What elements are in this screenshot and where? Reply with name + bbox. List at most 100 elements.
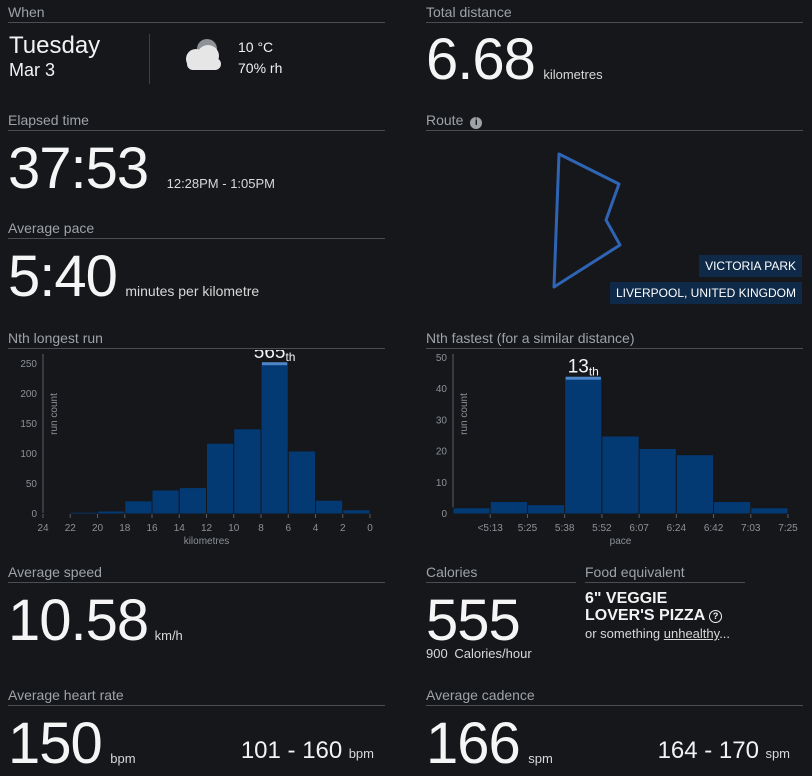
calories-rate-value: 900	[426, 646, 448, 661]
x-axis-label: kilometres	[184, 536, 230, 547]
unhealthy-link[interactable]: unhealthy	[663, 626, 720, 641]
cadence-title: Average cadence	[426, 685, 803, 706]
chart-bar[interactable]	[315, 499, 344, 515]
food-note: or something unhealthy...	[585, 626, 730, 641]
cadence-range-unit: spm	[765, 746, 790, 761]
pace-unit: minutes per kilometre	[125, 283, 260, 299]
chart-bar[interactable]	[750, 507, 789, 515]
y-axis-label: run count	[459, 393, 470, 435]
cadence-value: 166	[426, 711, 521, 776]
elapsed-value-row: 37:53 12:28PM - 1:05PM	[8, 140, 275, 198]
chart-bar[interactable]	[97, 510, 126, 515]
y-tick-label: 50	[436, 353, 448, 364]
y-tick-label: 250	[20, 359, 37, 370]
x-tick-label: 7:25	[778, 523, 798, 534]
elapsed-range: 12:28PM - 1:05PM	[166, 176, 275, 191]
speed-unit: km/h	[154, 628, 183, 643]
x-tick-label: 2	[340, 523, 346, 534]
y-axis-label: run count	[49, 393, 60, 435]
chart-bar[interactable]	[342, 509, 371, 515]
calories-title: Calories	[426, 562, 576, 583]
y-tick-label: 10	[436, 478, 448, 489]
speed-title: Average speed	[8, 562, 385, 583]
cadence-range-row: 164 - 170 spm	[658, 737, 790, 765]
chart-bar[interactable]	[526, 504, 566, 515]
y-tick-label: 0	[31, 509, 37, 520]
chart-bar[interactable]	[178, 487, 207, 515]
chart-bar[interactable]	[42, 512, 71, 515]
x-tick-label: 5:52	[592, 523, 612, 534]
x-tick-label: 6:07	[629, 523, 649, 534]
chart-bar[interactable]	[206, 442, 235, 515]
cadence-section: Average cadence 166 spm 164 - 170 spm	[426, 685, 803, 773]
fastest-title: Nth fastest (for a similar distance)	[426, 328, 803, 349]
when-section: When Tuesday Mar 3 10 °C 70% rh	[8, 2, 385, 84]
distance-unit: kilometres	[543, 67, 603, 82]
longest-section: Nth longest run 0 50 100 150 200 250 run count…	[8, 328, 385, 553]
pace-value: 5:40	[8, 244, 118, 309]
chart-bar[interactable]	[452, 507, 491, 515]
location-city-tag: LIVERPOOL, UNITED KINGDOM	[609, 282, 802, 304]
x-tick-label: 6:24	[667, 523, 687, 534]
chart-bar[interactable]	[233, 428, 262, 515]
info-icon[interactable]: i	[470, 117, 483, 129]
location-park-tag: VICTORIA PARK	[699, 255, 802, 277]
x-tick-label: 16	[146, 523, 158, 534]
x-axis-label: pace	[610, 536, 632, 547]
chart-bar[interactable]	[287, 450, 316, 515]
when-title: When	[8, 2, 385, 23]
chart-bar[interactable]	[638, 447, 677, 515]
speed-section: Average speed 10.58 km/h	[8, 562, 385, 650]
route-map[interactable]	[546, 150, 626, 290]
food-prefix: or something	[585, 626, 664, 641]
temperature-label: 10 °C	[238, 39, 274, 55]
y-tick-label: 50	[26, 479, 38, 490]
x-tick-label: 8	[258, 523, 264, 534]
x-tick-label: 0	[367, 523, 373, 534]
fastest-section: Nth fastest (for a similar distance) 0 10…	[426, 328, 803, 553]
y-tick-label: 20	[436, 447, 448, 458]
chart-bar[interactable]	[260, 361, 289, 515]
highlight-cap	[262, 362, 288, 366]
partly-cloudy-icon	[186, 39, 221, 70]
pace-value-row: 5:40 minutes per kilometre	[8, 248, 259, 306]
x-tick-label: 18	[119, 523, 131, 534]
cadence-value-row: 166 spm	[426, 715, 553, 773]
highlight-cap	[565, 376, 601, 380]
chart-bar[interactable]	[564, 376, 603, 515]
chart-bar[interactable]	[151, 489, 180, 515]
heart-value-row: 150 bpm	[8, 715, 136, 773]
heart-unit: bpm	[110, 751, 136, 766]
calories-rate-unit: Calories/hour	[454, 646, 532, 661]
x-tick-label: <5:13	[478, 523, 504, 534]
food-suffix: ...	[719, 626, 731, 641]
food-title: Food equivalent	[585, 562, 745, 583]
chart-bar[interactable]	[69, 511, 98, 515]
heart-section: Average heart rate 150 bpm 101 - 160 bpm	[8, 685, 385, 773]
divider	[149, 34, 150, 84]
chart-bar[interactable]	[713, 501, 752, 515]
humidity-label: 70% rh	[238, 60, 283, 76]
distance-value: 6.68	[426, 27, 536, 92]
cadence-range: 164 - 170	[657, 737, 759, 764]
heart-range-unit: bpm	[348, 746, 374, 761]
elapsed-value: 37:53	[8, 136, 149, 201]
question-circle-icon[interactable]: ?	[709, 610, 723, 623]
food-section: Food equivalent 6" VEGGIE LOVER'S PIZZA …	[585, 562, 745, 641]
y-tick-label: 200	[20, 389, 37, 400]
x-tick-label: 22	[65, 523, 77, 534]
x-tick-label: 6	[285, 523, 291, 534]
heart-value: 150	[8, 711, 103, 776]
distance-section: Total distance 6.68 kilometres	[426, 2, 803, 89]
chart-bar[interactable]	[675, 454, 715, 515]
route-title: Route	[426, 112, 464, 128]
y-tick-label: 40	[436, 384, 448, 395]
speed-value-row: 10.58 km/h	[8, 592, 183, 650]
chart-bar[interactable]	[124, 500, 153, 515]
x-tick-label: 5:25	[518, 523, 538, 534]
chart-bar[interactable]	[601, 435, 640, 515]
route-section: Route i VICTORIA PARK LIVERPOOL, UNITED …	[426, 110, 803, 310]
fastest-run-chart: 0 10 20 30 40 50 run count 13th <5:13 5:25 5:38 5:5…	[436, 353, 798, 547]
chart-bar[interactable]	[489, 501, 528, 515]
